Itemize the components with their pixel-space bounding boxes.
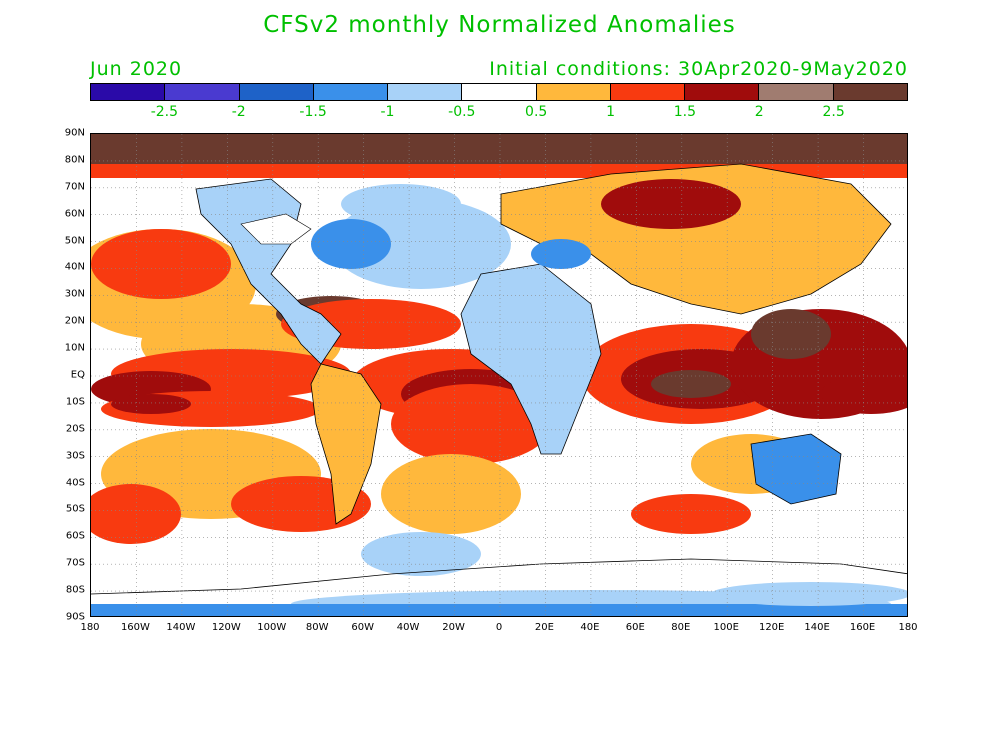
latitude-label: 10S [65,396,85,408]
colorbar-segment [388,84,463,100]
longitude-label: 100W [257,622,287,633]
longitude-label: 140W [166,622,196,633]
latitude-label: 50N [64,235,85,247]
longitude-label: 140E [804,622,830,633]
initial-conditions-label: Initial conditions: 30Apr2020-9May2020 [489,58,908,80]
longitude-label: 80E [671,622,691,633]
longitude-label: 180 [80,622,100,633]
latitude-label: 30S [65,450,85,462]
latitude-label: 80S [65,584,85,596]
greenland-land [240,213,312,245]
arctic-anomaly-band [91,134,907,168]
longitude-label: 40W [396,622,420,633]
africa-land [460,263,602,455]
latitude-label: 40N [64,261,85,273]
colorbar-tick-label: 1.5 [673,104,697,120]
south-america-land [310,363,382,525]
antarctica-coast [91,558,907,595]
australia-land [750,433,842,505]
latitude-label: 50S [65,503,85,515]
longitude-label: 160E [849,622,876,633]
colorbar-segment [610,84,686,100]
longitude-label: 80W [305,622,329,633]
longitude-label: 100E [713,622,739,633]
longitude-label: 0 [495,622,503,633]
latitude-label: 40S [65,477,85,489]
latitude-label: 60N [64,208,85,220]
longitude-label: 120W [211,622,241,633]
colorbar-tick-label: -0.5 [448,104,476,120]
latitude-label: 90S [65,611,85,623]
latitude-label: 90N [64,127,85,139]
longitude-label: 20E [534,622,554,633]
latitude-label: 20S [65,423,85,435]
chart-title: CFSv2 monthly Normalized Anomalies [263,12,736,38]
latitude-label: 80N [64,154,85,166]
anomaly-map-svg [91,134,907,616]
colorbar-segment [165,84,240,100]
colorbar-tick-label: -2 [231,104,246,120]
longitude-label: 40E [580,622,600,633]
longitude-label: 160W [120,622,150,633]
colorbar-segment [313,84,389,100]
longitude-label: 60W [351,622,374,633]
latitude-label: 20N [64,315,85,327]
grid-lines [91,134,907,616]
colorbar-segment [536,84,611,100]
colorbar-legend [90,83,908,101]
colorbar-tick-label: 1 [606,104,615,120]
anomaly-map [90,133,908,617]
colorbar-tick-label: 2 [754,104,764,120]
colorbar-segment [239,84,314,100]
forecast-month-label: Jun 2020 [90,58,183,80]
colorbar-segment [833,84,907,100]
colorbar-tick-label: -1.5 [299,104,327,120]
longitude-label: 180 [898,622,918,633]
longitude-label: 120E [758,622,785,633]
latitude-label: 60S [65,530,85,542]
colorbar-segment [685,84,760,100]
colorbar-segment [91,84,166,100]
latitude-label: EQ [70,369,85,381]
colorbar-tick-label: -1 [380,104,395,120]
colorbar-segment [462,84,537,100]
longitude-label: 20W [442,622,465,633]
colorbar-tick-label: 2.5 [822,104,845,120]
north-america-land [195,178,342,365]
colorbar-tick-label: 0.5 [525,104,548,120]
colorbar-tick-label: -2.5 [150,104,179,120]
latitude-label: 70N [64,181,85,193]
colorbar-segment [759,84,834,100]
latitude-label: 30N [64,288,85,300]
latitude-label: 70S [65,557,85,569]
latitude-label: 10N [64,342,85,354]
longitude-label: 60E [625,622,645,633]
